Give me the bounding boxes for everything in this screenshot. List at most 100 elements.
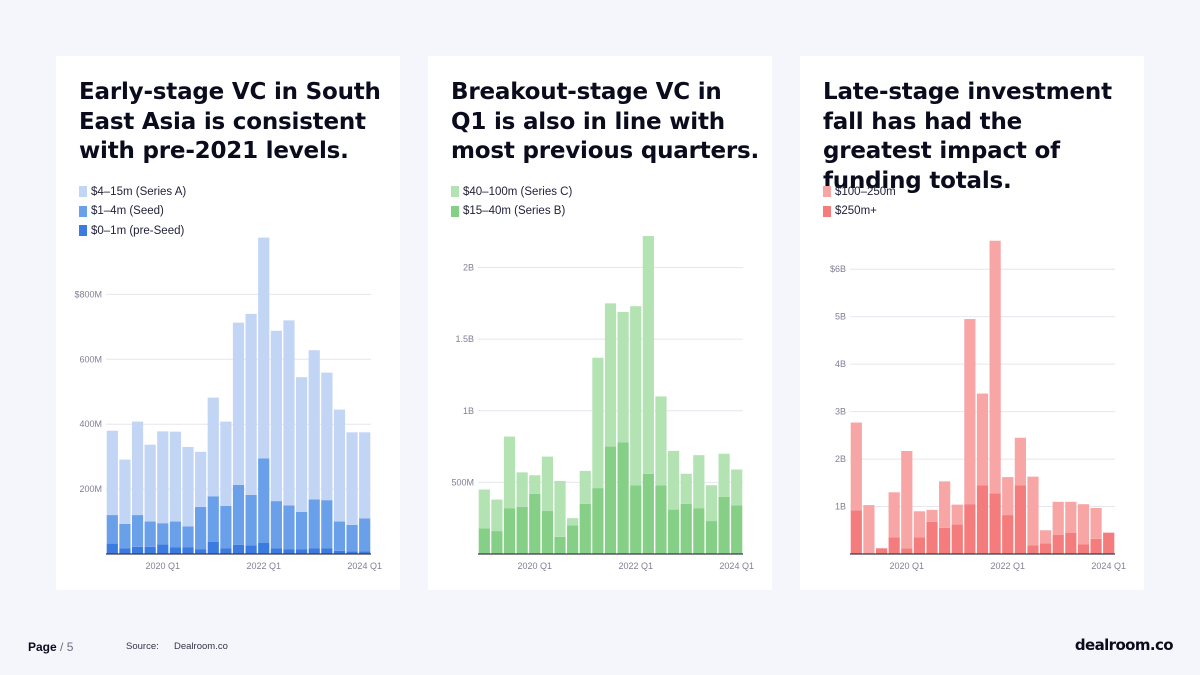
bar-segment <box>478 528 490 554</box>
bar-segment <box>1077 504 1090 545</box>
legend-swatch <box>451 186 459 198</box>
bar-segment <box>989 493 1001 554</box>
bar-segment <box>169 521 182 548</box>
bar-segment <box>182 446 194 527</box>
bar-segment <box>976 393 989 486</box>
bar-segment <box>642 236 654 474</box>
bar-segment <box>283 505 295 550</box>
bar-segment <box>667 450 680 510</box>
bar-segment <box>207 541 219 554</box>
legend-label: $4–15m (Series A) <box>91 185 187 198</box>
bar-segment <box>106 543 118 554</box>
y-tick-label: 2B <box>835 454 846 464</box>
x-tick-label: 2024 Q1 <box>1091 561 1126 571</box>
bar-segment <box>295 511 308 550</box>
bar-segment <box>195 451 207 507</box>
y-tick-label: $6B <box>830 264 846 274</box>
late-stage-chart-card: Late-stage investment fall has had the g… <box>800 56 1144 590</box>
dealroom-logo: dealroom.co <box>1074 636 1174 654</box>
legend-label: $15–40m (Series B) <box>463 205 566 218</box>
bar-segment <box>106 430 118 516</box>
legend-swatch <box>823 205 831 217</box>
y-tick-label: 200M <box>79 484 102 494</box>
bar-segment <box>182 547 194 554</box>
bar-segment <box>863 505 875 554</box>
bar-segment <box>1039 543 1052 554</box>
legend-item-series-c: $40–100m (Series C) <box>451 182 572 202</box>
bar-segment <box>195 506 207 550</box>
bar-segment <box>131 515 144 547</box>
y-tick-label: 1.5B <box>455 334 474 344</box>
bar-segment <box>157 544 169 554</box>
bar-segment <box>1002 515 1014 554</box>
bar-segment <box>731 505 743 554</box>
bar-segment <box>731 469 743 506</box>
bar-segment <box>850 510 862 554</box>
bar-segment <box>333 550 346 554</box>
legend-item-series-b: $15–40m (Series B) <box>451 202 572 222</box>
bar-segment <box>718 496 730 554</box>
bar-segment <box>157 523 169 545</box>
bar-segment <box>592 488 604 554</box>
chart-legend: $40–100m (Series C) $15–40m (Series B) <box>451 182 572 221</box>
bar-segment <box>232 484 245 545</box>
chart-title: Breakout-stage VC in Q1 is also in line … <box>451 79 760 164</box>
y-tick-label: 400M <box>79 419 102 429</box>
bar-segment <box>169 431 182 522</box>
bar-segment <box>308 548 320 554</box>
bar-segment <box>1077 544 1090 554</box>
page-total: / 5 <box>60 640 74 654</box>
x-tick-label: 2020 Q1 <box>890 561 925 571</box>
bar-segment <box>705 521 718 554</box>
bar-segment <box>1090 507 1102 539</box>
bar-segment <box>554 480 566 537</box>
y-tick-label: 2B <box>463 263 474 273</box>
bar-segment <box>346 551 358 554</box>
bar-segment <box>579 470 591 504</box>
breakout-stage-bar-chart: 500M 1B 1.5B 2B 2020 Q1 2022 Q1 2024 Q1 <box>451 236 754 571</box>
bar-segment <box>245 313 257 495</box>
legend-item-series-a: $4–15m (Series A) <box>79 182 186 202</box>
breakout-stage-chart-card: Breakout-stage VC in Q1 is also in line … <box>428 56 772 590</box>
page-label: Page <box>28 640 57 654</box>
bar-segment <box>680 503 692 554</box>
bar-segment <box>333 521 346 551</box>
bar-segment <box>1052 501 1064 536</box>
bar-segment <box>491 499 503 532</box>
bar-segment <box>131 421 144 516</box>
bar-segment <box>245 545 257 554</box>
bar-segment <box>503 436 516 509</box>
bar-segment <box>144 444 156 522</box>
legend-swatch <box>79 205 87 217</box>
bar-segment <box>989 240 1001 494</box>
bar-segment <box>976 485 989 554</box>
bar-segment <box>567 525 579 554</box>
bar-segment <box>478 489 490 529</box>
bar-segment <box>503 508 516 554</box>
bar-segment <box>195 549 207 554</box>
bar-segment <box>630 485 642 554</box>
bar-segment <box>106 515 118 544</box>
bar-segment <box>258 542 270 554</box>
legend-label: $1–4m (Seed) <box>91 205 164 218</box>
bar-segment <box>913 537 926 554</box>
bar-segment <box>964 319 976 505</box>
bar-segment <box>321 548 333 554</box>
bar-segment <box>592 357 604 489</box>
bar-segment <box>119 548 131 554</box>
legend-label: $40–100m (Series C) <box>463 185 573 198</box>
bar-segment <box>359 432 371 519</box>
legend-swatch <box>451 205 459 217</box>
bar-segment <box>144 546 156 554</box>
bar-segment <box>655 485 667 554</box>
bar-segment <box>321 372 333 501</box>
bar-segment <box>232 544 245 554</box>
bar-segment <box>604 303 617 447</box>
bar-segment <box>926 521 938 554</box>
legend-label: $250m+ <box>835 205 877 218</box>
bar-segment <box>333 409 346 522</box>
legend-label: $0–1m (pre-Seed) <box>91 224 185 237</box>
x-tick-label: 2022 Q1 <box>990 561 1025 571</box>
x-tick-label: 2020 Q1 <box>146 561 181 571</box>
bar-segment <box>718 453 730 497</box>
